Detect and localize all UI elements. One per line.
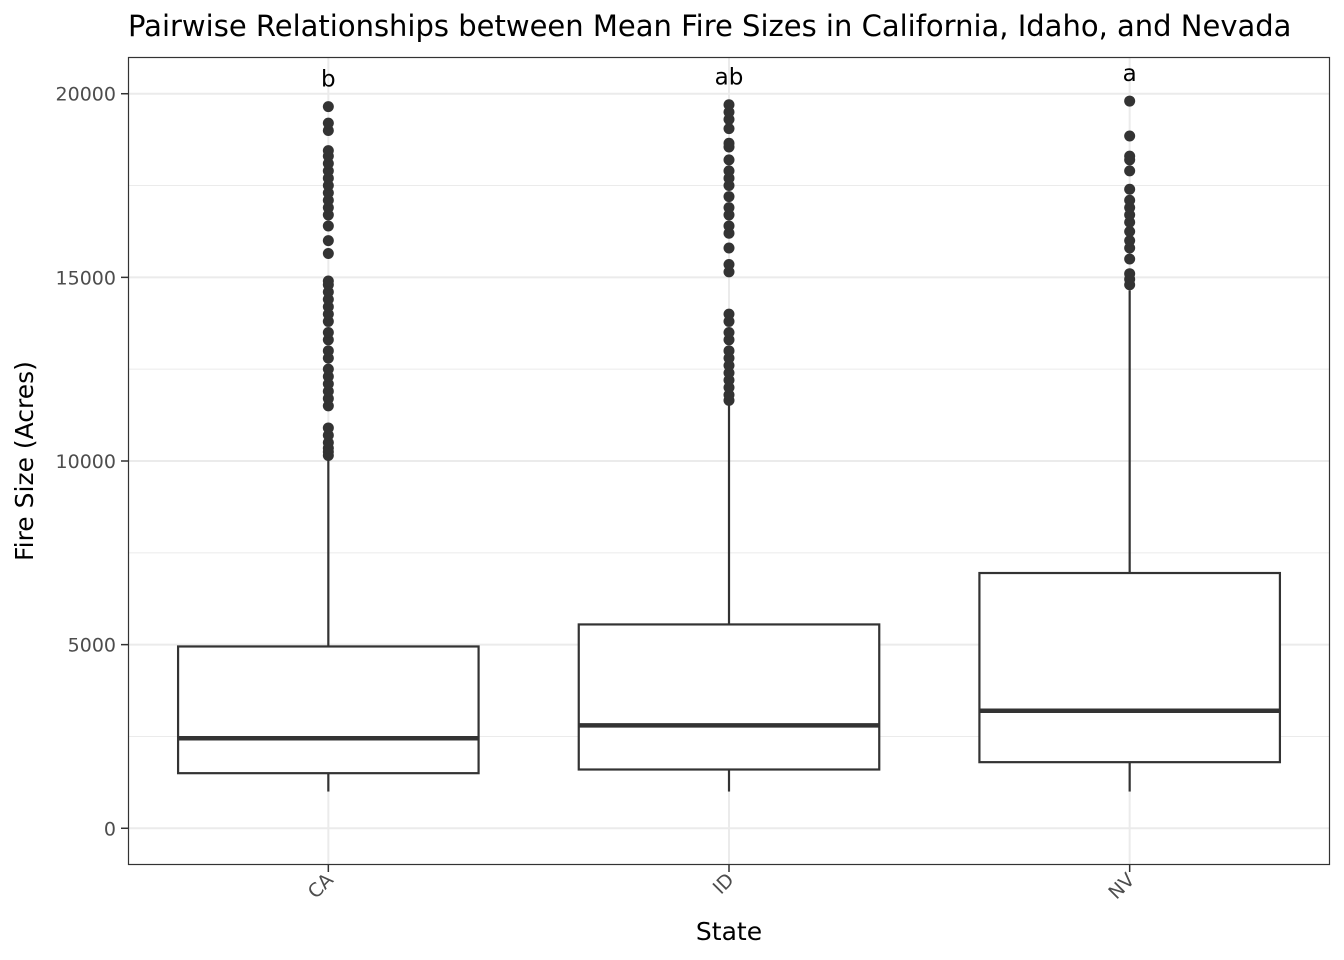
outlier-point bbox=[723, 137, 735, 149]
box-NV: a bbox=[978, 61, 1282, 792]
y-tick-label: 10000 bbox=[56, 451, 116, 473]
significance-letter: ab bbox=[715, 65, 744, 91]
outlier-point bbox=[723, 242, 735, 254]
outlier-point bbox=[322, 326, 334, 338]
chart-title: Pairwise Relationships between Mean Fire… bbox=[128, 9, 1291, 43]
iqr-box bbox=[978, 571, 1282, 764]
outlier-point bbox=[1124, 235, 1136, 247]
outlier-point bbox=[1124, 268, 1136, 280]
y-axis-label: Fire Size (Acres) bbox=[10, 361, 39, 561]
outlier-point bbox=[1124, 194, 1136, 206]
iqr-box bbox=[577, 623, 881, 771]
outlier-point bbox=[723, 308, 735, 320]
outlier-point bbox=[322, 235, 334, 247]
iqr-box bbox=[176, 645, 480, 775]
x-tick-label: NV bbox=[1104, 869, 1139, 904]
outlier-point bbox=[1124, 95, 1136, 107]
outlier-point bbox=[723, 154, 735, 166]
outlier-point bbox=[322, 101, 334, 113]
outlier-point bbox=[1124, 165, 1136, 177]
outlier-point bbox=[322, 117, 334, 129]
outlier-point bbox=[723, 165, 735, 177]
x-axis-label: State bbox=[696, 917, 762, 946]
outlier-point bbox=[723, 326, 735, 338]
outlier-point bbox=[1124, 225, 1136, 237]
outlier-point bbox=[723, 123, 735, 135]
outlier-point bbox=[322, 422, 334, 434]
outlier-point bbox=[1124, 150, 1136, 162]
outlier-point bbox=[723, 191, 735, 203]
significance-letter: b bbox=[321, 67, 336, 93]
boxes: b ab a bbox=[176, 61, 1282, 792]
outlier-point bbox=[322, 145, 334, 157]
y-tick-label: 5000 bbox=[68, 635, 116, 657]
outlier-point bbox=[1124, 253, 1136, 265]
outlier-point bbox=[322, 220, 334, 232]
outlier-point bbox=[1124, 130, 1136, 142]
outlier-point bbox=[322, 247, 334, 259]
outlier-point bbox=[723, 220, 735, 232]
outlier-point bbox=[723, 345, 735, 357]
y-tick-label: 20000 bbox=[56, 84, 116, 106]
x-tick-label: ID bbox=[709, 869, 739, 899]
outlier-point bbox=[1124, 183, 1136, 195]
box-ID: ab bbox=[577, 65, 881, 792]
y-tick-label: 15000 bbox=[56, 267, 116, 289]
outlier-point bbox=[723, 202, 735, 214]
significance-letter: a bbox=[1123, 61, 1137, 87]
y-tick-label: 0 bbox=[104, 818, 116, 840]
outlier-point bbox=[322, 345, 334, 357]
axes: 0 5000 10000 15000 20000 CA ID NV bbox=[56, 84, 1140, 904]
x-tick-label: CA bbox=[304, 869, 338, 903]
outlier-point bbox=[723, 259, 735, 271]
box-CA: b bbox=[176, 67, 480, 792]
outlier-point bbox=[322, 275, 334, 287]
outlier-point bbox=[723, 99, 735, 111]
outlier-point bbox=[322, 363, 334, 375]
panel-border bbox=[127, 56, 1331, 866]
